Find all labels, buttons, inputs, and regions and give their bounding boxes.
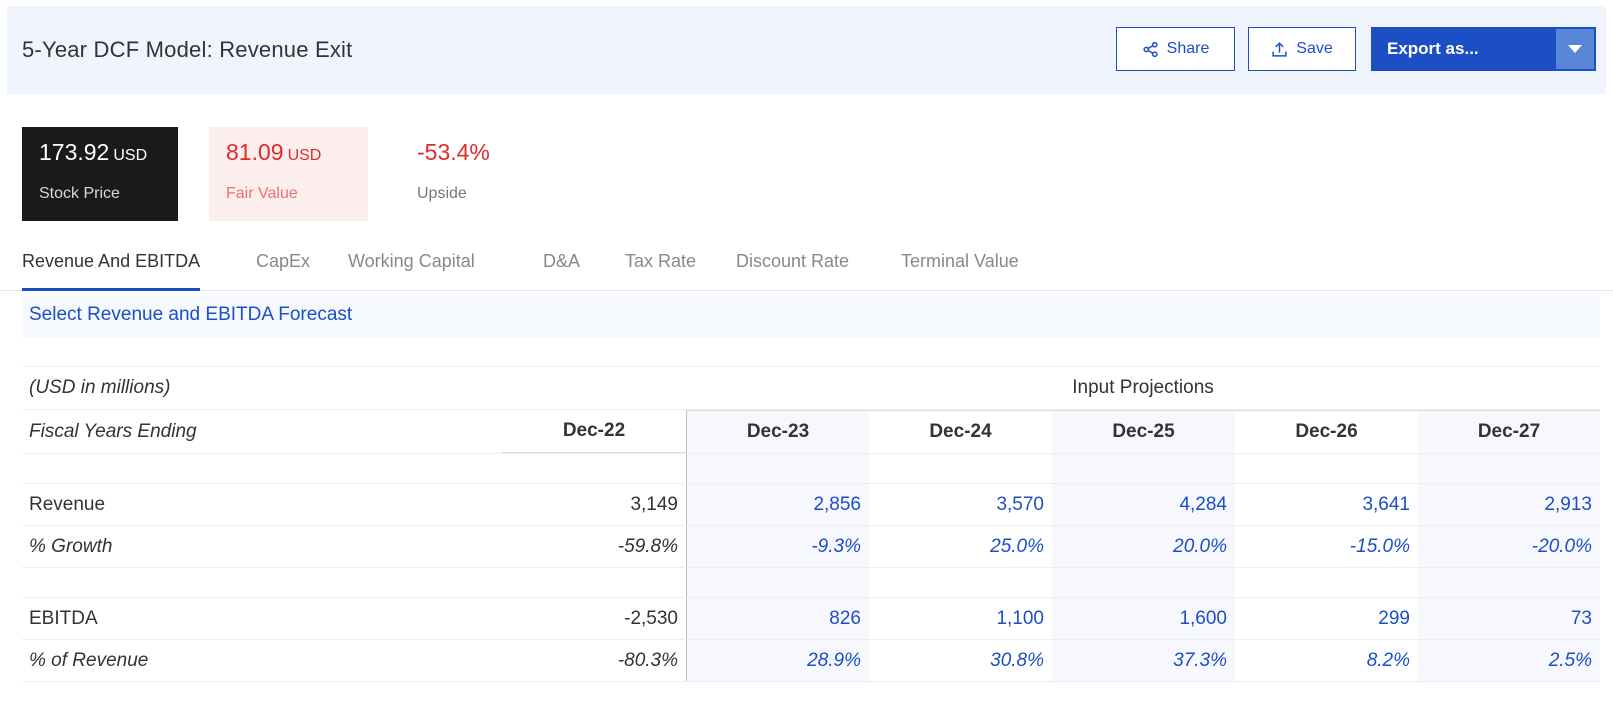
upload-icon xyxy=(1272,41,1287,57)
export-button-label: Export as... xyxy=(1387,39,1479,58)
growth-input[interactable]: 25.0% xyxy=(990,535,1044,557)
revenue-cell: 3,149 xyxy=(630,493,678,515)
tab-working-capital[interactable]: Working Capital xyxy=(348,251,475,271)
revenue-input[interactable]: 2,856 xyxy=(686,484,869,525)
dcf-table: (USD in millions) Input Projections Fisc… xyxy=(22,366,1600,682)
margin-input[interactable]: 2.5% xyxy=(1418,640,1600,681)
revenue-label: Revenue xyxy=(29,493,106,515)
share-button[interactable]: Share xyxy=(1116,27,1235,71)
growth-row: % Growth -59.8% -9.3% 25.0% 20.0% -15.0%… xyxy=(22,526,1600,568)
page-title: 5-Year DCF Model: Revenue Exit xyxy=(22,37,353,62)
model-tabs: Revenue And EBITDA CapEx Working Capital… xyxy=(0,246,1613,291)
save-button-label: Save xyxy=(1296,40,1333,57)
spacer-row xyxy=(22,454,1600,484)
revenue-input[interactable]: 4,284 xyxy=(1052,484,1235,525)
share-icon xyxy=(1143,41,1158,57)
margin-cell: -80.3% xyxy=(617,649,678,671)
share-button-label: Share xyxy=(1166,40,1210,57)
margin-input[interactable]: 37.3% xyxy=(1052,640,1235,681)
stock-price-label: Stock Price xyxy=(39,185,120,202)
growth-cell: -59.8% xyxy=(617,535,678,557)
margin-input[interactable]: 8.2% xyxy=(1366,649,1410,671)
ebitda-input[interactable]: 73 xyxy=(1418,598,1600,639)
revenue-input[interactable]: 3,570 xyxy=(996,493,1044,515)
table-row: Fiscal Years Ending Dec-22 Dec-23 Dec-24… xyxy=(22,410,1600,454)
margin-row: % of Revenue -80.3% 28.9% 30.8% 37.3% 8.… xyxy=(22,640,1600,682)
ebitda-cell: -2,530 xyxy=(624,607,678,629)
stock-price-card: 173.92 USD Stock Price xyxy=(22,127,178,221)
year-header: Dec-25 xyxy=(1052,410,1235,453)
growth-input[interactable]: -20.0% xyxy=(1418,526,1600,567)
tab-revenue-and-ebitda[interactable]: Revenue And EBITDA xyxy=(22,246,201,291)
margin-input[interactable]: 28.9% xyxy=(686,640,869,681)
margin-label: % of Revenue xyxy=(29,649,149,671)
ebitda-input[interactable]: 826 xyxy=(686,598,869,639)
growth-input[interactable]: -9.3% xyxy=(686,526,869,567)
revenue-row: Revenue 3,149 2,856 3,570 4,284 3,641 2,… xyxy=(22,484,1600,526)
fiscal-years-label: Fiscal Years Ending xyxy=(29,420,197,442)
tab-capex[interactable]: CapEx xyxy=(256,251,311,271)
year-header: Dec-24 xyxy=(869,410,1052,453)
ebitda-input[interactable]: 1,600 xyxy=(1052,598,1235,639)
growth-label: % Growth xyxy=(29,535,113,557)
page-header: 5-Year DCF Model: Revenue Exit Share Sav… xyxy=(7,6,1606,94)
year-header: Dec-27 xyxy=(1418,410,1600,453)
margin-input[interactable]: 30.8% xyxy=(990,649,1044,671)
save-button[interactable]: Save xyxy=(1248,27,1356,71)
growth-input[interactable]: 20.0% xyxy=(1052,526,1235,567)
ebitda-input[interactable]: 1,100 xyxy=(996,607,1044,629)
upside-label: Upside xyxy=(417,185,467,202)
tab-tax-rate[interactable]: Tax Rate xyxy=(625,251,697,271)
upside-value: -53.4% xyxy=(417,139,490,165)
export-button[interactable]: Export as... xyxy=(1371,27,1596,71)
chevron-down-icon xyxy=(1568,45,1582,53)
revenue-input[interactable]: 3,641 xyxy=(1362,493,1410,515)
ebitda-row: EBITDA -2,530 826 1,100 1,600 299 73 xyxy=(22,598,1600,640)
ebitda-label: EBITDA xyxy=(29,607,98,629)
export-dropdown-toggle[interactable] xyxy=(1556,29,1594,69)
revenue-input[interactable]: 2,913 xyxy=(1418,484,1600,525)
year-header: Dec-23 xyxy=(686,410,869,453)
input-projections-header: Input Projections xyxy=(1072,377,1214,398)
tab-discount-rate[interactable]: Discount Rate xyxy=(736,251,850,271)
fair-value-label: Fair Value xyxy=(226,185,298,202)
spacer-row xyxy=(22,568,1600,598)
upside-card: -53.4% Upside xyxy=(402,127,542,221)
fair-value-value: 81.09 USD xyxy=(226,139,322,165)
stock-price-value: 173.92 USD xyxy=(39,139,148,165)
units-note: (USD in millions) xyxy=(29,377,171,398)
fair-value-card: 81.09 USD Fair Value xyxy=(209,127,368,221)
growth-input[interactable]: -15.0% xyxy=(1349,535,1410,557)
ebitda-input[interactable]: 299 xyxy=(1378,607,1410,629)
tab-terminal-value[interactable]: Terminal Value xyxy=(901,251,1019,271)
year-header: Dec-22 xyxy=(502,410,686,453)
table-header-row: (USD in millions) Input Projections xyxy=(22,366,1600,410)
section-title[interactable]: Select Revenue and EBITDA Forecast xyxy=(22,296,1600,338)
tab-da[interactable]: D&A xyxy=(543,251,581,271)
year-header: Dec-26 xyxy=(1235,410,1418,453)
